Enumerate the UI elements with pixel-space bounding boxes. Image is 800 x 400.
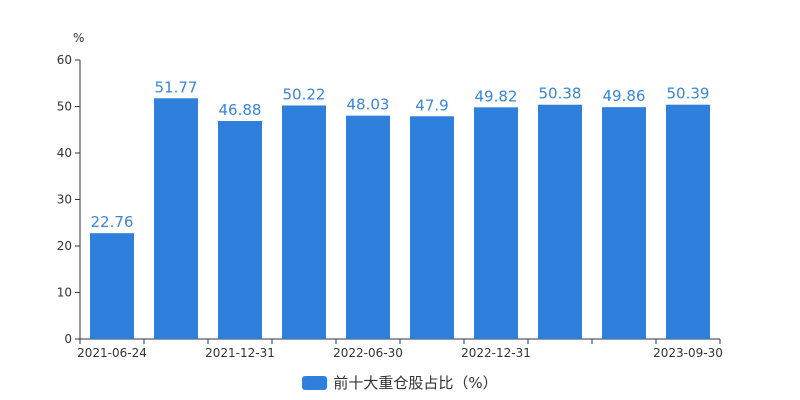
bar-value-label: 50.22: [283, 85, 326, 103]
x-axis: 2021-06-24 2021-12-31 2022-06-30 2022-12-31…: [77, 338, 723, 360]
bar-value-label: 22.76: [91, 213, 134, 231]
y-tick-label: 40: [57, 146, 72, 160]
bar: [218, 121, 262, 340]
legend-label: 前十大重仓股占比（%）: [333, 374, 498, 392]
x-tick-label: 2023-09-30: [653, 346, 723, 360]
bar: [538, 104, 582, 339]
data-labels: 22.76 51.77 46.88 50.22 48.03 47.9 49.82 50.38 4…: [91, 78, 710, 231]
bar-value-label: 51.77: [155, 78, 198, 96]
bar-series: [90, 98, 710, 340]
x-tick-label: 2022-06-30: [333, 346, 403, 360]
bar: [282, 105, 326, 340]
y-tick-label: 10: [57, 286, 72, 300]
x-tick-label: 2021-12-31: [205, 346, 275, 360]
y-axis-unit-label: %: [73, 31, 84, 45]
bar: [474, 107, 518, 339]
legend-swatch: [302, 375, 328, 390]
bar-value-label: 49.82: [475, 87, 518, 105]
y-tick-label: 60: [57, 53, 72, 67]
bar-value-label: 50.38: [539, 85, 582, 103]
bar: [90, 233, 134, 339]
y-tick-label: 30: [57, 193, 72, 207]
y-tick-label: 0: [64, 332, 72, 346]
bar-value-label: 48.03: [347, 96, 390, 114]
legend: 前十大重仓股占比（%）: [0, 372, 800, 393]
bar: [666, 104, 710, 340]
y-tick-label: 50: [57, 100, 72, 114]
y-axis: 0 10 20 30 40 50 60: [57, 53, 81, 346]
bar: [602, 107, 646, 339]
bar: [154, 98, 198, 339]
bar-value-label: 49.86: [603, 87, 646, 105]
bar-value-label: 46.88: [219, 101, 262, 119]
bar: [346, 115, 390, 340]
x-tick-label: 2021-06-24: [77, 346, 147, 360]
bar-value-label: 47.9: [415, 96, 448, 114]
bar: [410, 116, 454, 339]
x-tick-label: 2022-12-31: [461, 346, 531, 360]
y-tick-label: 20: [57, 239, 72, 253]
bar-value-label: 50.39: [667, 85, 710, 103]
